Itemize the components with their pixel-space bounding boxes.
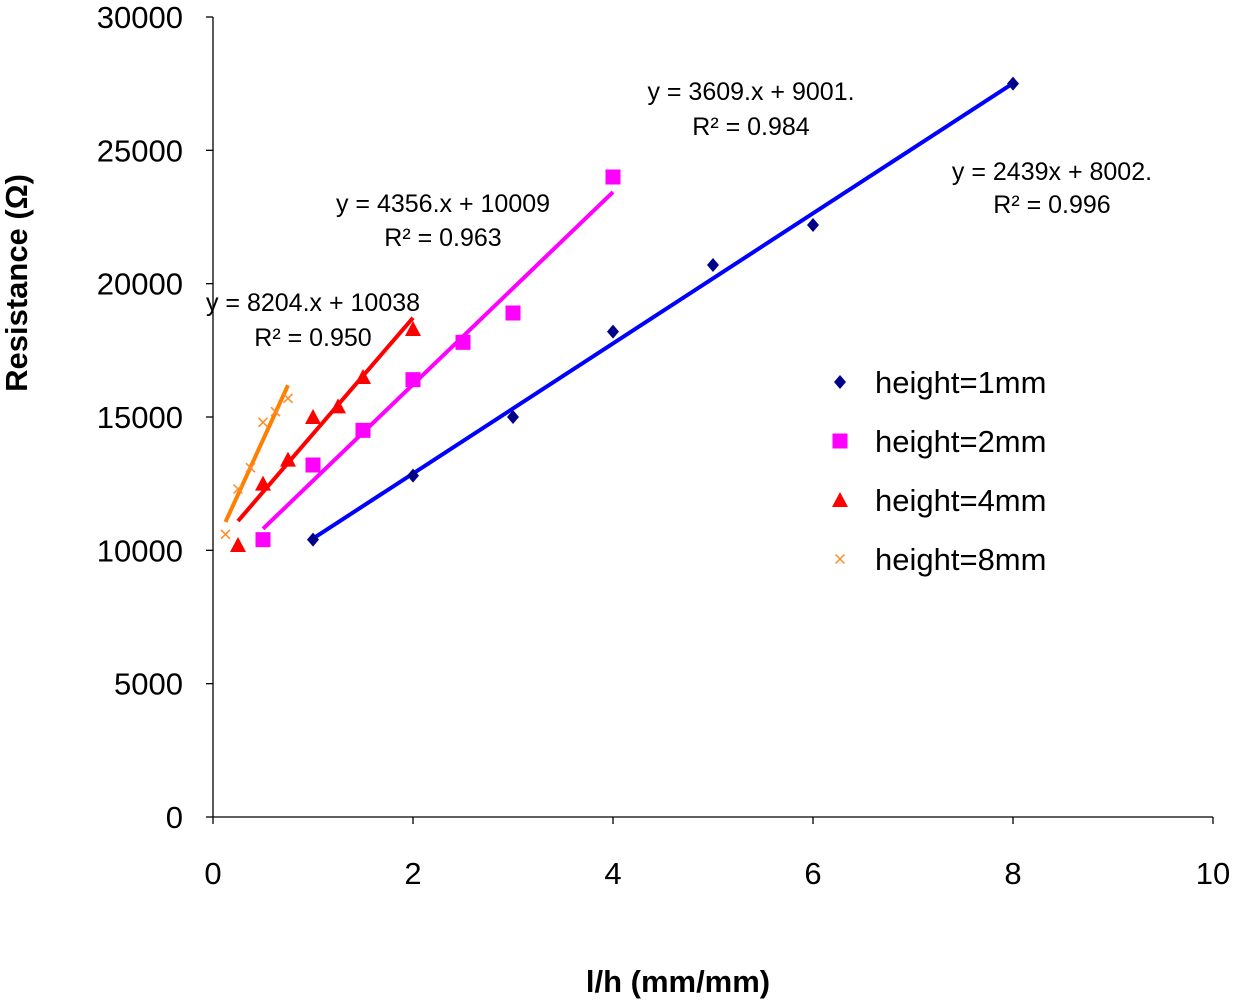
- data-point-height-2mm: [255, 532, 271, 548]
- data-point-height-2mm: [605, 169, 621, 185]
- x-tick-label: 4: [604, 856, 621, 891]
- r-squared-label: R² = 0.950: [254, 324, 371, 352]
- data-point-height-4mm: [255, 475, 271, 491]
- trendline-equation: y = 2439x + 8002.: [952, 158, 1152, 186]
- y-tick-label: 0: [166, 800, 183, 835]
- r-squared-label: R² = 0.996: [993, 191, 1110, 219]
- x-marker-stroke: [282, 393, 294, 404]
- data-point-height-1mm: [507, 410, 519, 424]
- y-tick-label: 5000: [114, 667, 183, 702]
- legend-label: height=1mm: [875, 365, 1046, 400]
- y-tick-label: 30000: [97, 0, 183, 35]
- data-point-height-4mm: [330, 398, 346, 414]
- trendlines: [223, 81, 1015, 541]
- data-point-height-1mm: [807, 218, 819, 232]
- data-point-height-8mm: [282, 393, 294, 404]
- x-tick-label: 10: [1196, 856, 1230, 891]
- data-point-height-2mm: [405, 372, 421, 388]
- data-point-height-1mm: [1007, 76, 1019, 91]
- data-point-height-4mm: [305, 409, 321, 424]
- legend-marker: [832, 492, 848, 507]
- data-point-height-8mm: [245, 462, 256, 473]
- legend-marker: [832, 433, 848, 449]
- trendline-height-8mm: [223, 384, 290, 523]
- trendline-height-2mm: [261, 190, 615, 531]
- x-marker-stroke: [220, 529, 231, 540]
- x-marker-stroke: [232, 483, 244, 495]
- x-marker-stroke: [834, 553, 846, 565]
- data-point-height-8mm: [257, 417, 269, 428]
- trendline-equations: y = 2439x + 8002. R² = 0.996 y = 3609.x + …: [206, 78, 1152, 352]
- data-point-height-2mm: [505, 305, 521, 321]
- legend-label: height=4mm: [875, 483, 1046, 518]
- r-squared-label: R² = 0.984: [692, 113, 810, 141]
- data-point-height-1mm: [607, 324, 619, 339]
- legend-marker: [834, 375, 846, 389]
- legend-marker: [834, 553, 846, 565]
- y-tick-label: 10000: [97, 533, 183, 568]
- data-points: [220, 76, 1019, 552]
- data-point-height-2mm: [455, 334, 471, 350]
- r-squared-label: R² = 0.963: [384, 224, 501, 252]
- x-tick-label: 0: [204, 856, 221, 891]
- data-point-height-4mm: [355, 369, 371, 384]
- data-point-height-8mm: [270, 406, 281, 417]
- legend-label: height=8mm: [875, 542, 1046, 577]
- trendline-equation: y = 3609.x + 9001.: [647, 78, 854, 106]
- data-point-height-4mm: [230, 537, 246, 552]
- y-tick-label: 20000: [97, 267, 183, 302]
- data-point-height-8mm: [220, 529, 231, 540]
- data-point-height-4mm: [280, 451, 296, 467]
- legend: height=1mm height=2mm height=4mm height=8mm: [832, 365, 1046, 577]
- data-point-height-4mm: [405, 321, 421, 336]
- trendline-height-1mm: [311, 81, 1015, 541]
- axes: 0 5000 10000 15000 20000 25000 30000 0 2 4 6 8 10: [97, 0, 1230, 891]
- trendline-equation: y = 4356.x + 10009: [336, 190, 550, 218]
- x-tick-label: 2: [404, 856, 421, 891]
- x-tick-label: 8: [1004, 856, 1021, 891]
- data-point-height-1mm: [707, 258, 719, 272]
- x-marker-stroke: [257, 417, 269, 428]
- x-marker-stroke: [270, 406, 281, 417]
- data-point-height-2mm: [355, 422, 371, 438]
- x-axis-title: l/h (mm/mm): [586, 964, 770, 999]
- y-tick-label: 15000: [97, 400, 183, 435]
- legend-label: height=2mm: [875, 424, 1046, 459]
- trendline-equation: y = 8204.x + 10038: [206, 289, 420, 317]
- y-tick-label: 25000: [97, 133, 183, 168]
- data-point-height-1mm: [407, 468, 419, 483]
- y-axis-title: Resistance (Ω): [0, 174, 34, 392]
- x-tick-label: 6: [804, 856, 821, 891]
- data-point-height-2mm: [305, 457, 321, 473]
- data-point-height-8mm: [232, 483, 244, 495]
- x-marker-stroke: [245, 462, 256, 473]
- data-point-height-1mm: [307, 532, 319, 547]
